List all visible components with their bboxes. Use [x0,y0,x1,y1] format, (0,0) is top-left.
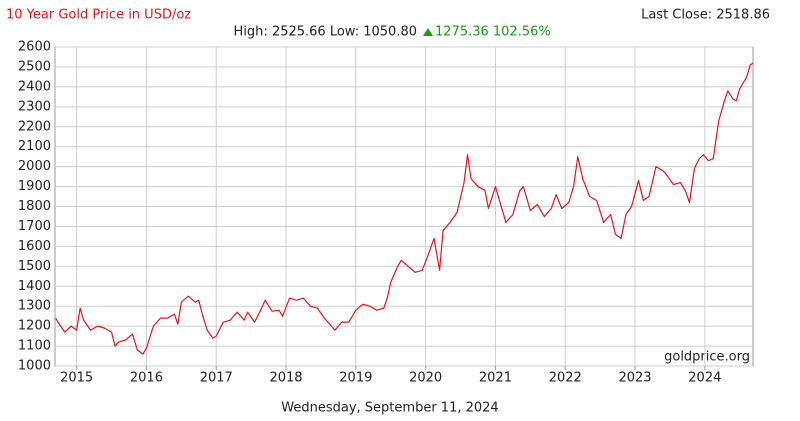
y-tick-label: 1200 [18,319,51,334]
y-tick-label: 1000 [18,359,51,374]
y-tick-label: 1800 [18,199,51,214]
x-tick-label: 2018 [269,371,302,386]
y-tick-label: 2100 [18,139,51,154]
chart-title: 10 Year Gold Price in USD/oz [6,8,191,23]
watermark: goldprice.org [664,350,750,365]
x-tick-label: 2019 [339,371,372,386]
x-tick-label: 2022 [549,371,582,386]
y-tick-label: 2600 [18,40,51,55]
price-line [55,62,754,355]
x-tick-label: 2015 [60,371,93,386]
y-tick-label: 1400 [18,279,51,294]
x-tick-label: 2023 [618,371,651,386]
x-tick-label: 2024 [688,371,721,386]
y-tick-label: 1100 [18,339,51,354]
last-close: Last Close: 2518.86 [641,8,770,23]
y-tick-label: 1700 [18,219,51,234]
y-tick-label: 1500 [18,259,51,274]
x-tick-label: 2021 [479,371,512,386]
y-tick-label: 1600 [18,239,51,254]
y-tick-label: 2000 [18,159,51,174]
y-tick-label: 2200 [18,119,51,134]
stats: High: 2525.66 Low: 1050.80 [234,25,417,40]
y-tick-label: 2500 [18,59,51,74]
y-tick-label: 2400 [18,79,51,94]
y-tick-label: 2300 [18,99,51,114]
x-tick-label: 2017 [200,371,233,386]
x-tick-label: 2020 [409,371,442,386]
y-tick-label: 1900 [18,179,51,194]
date-label: Wednesday, September 11, 2024 [281,401,498,416]
change: 1275.36 102.56% [435,25,551,40]
x-tick-label: 2016 [130,371,163,386]
up-arrow [423,28,433,36]
y-tick-label: 1300 [18,299,51,314]
